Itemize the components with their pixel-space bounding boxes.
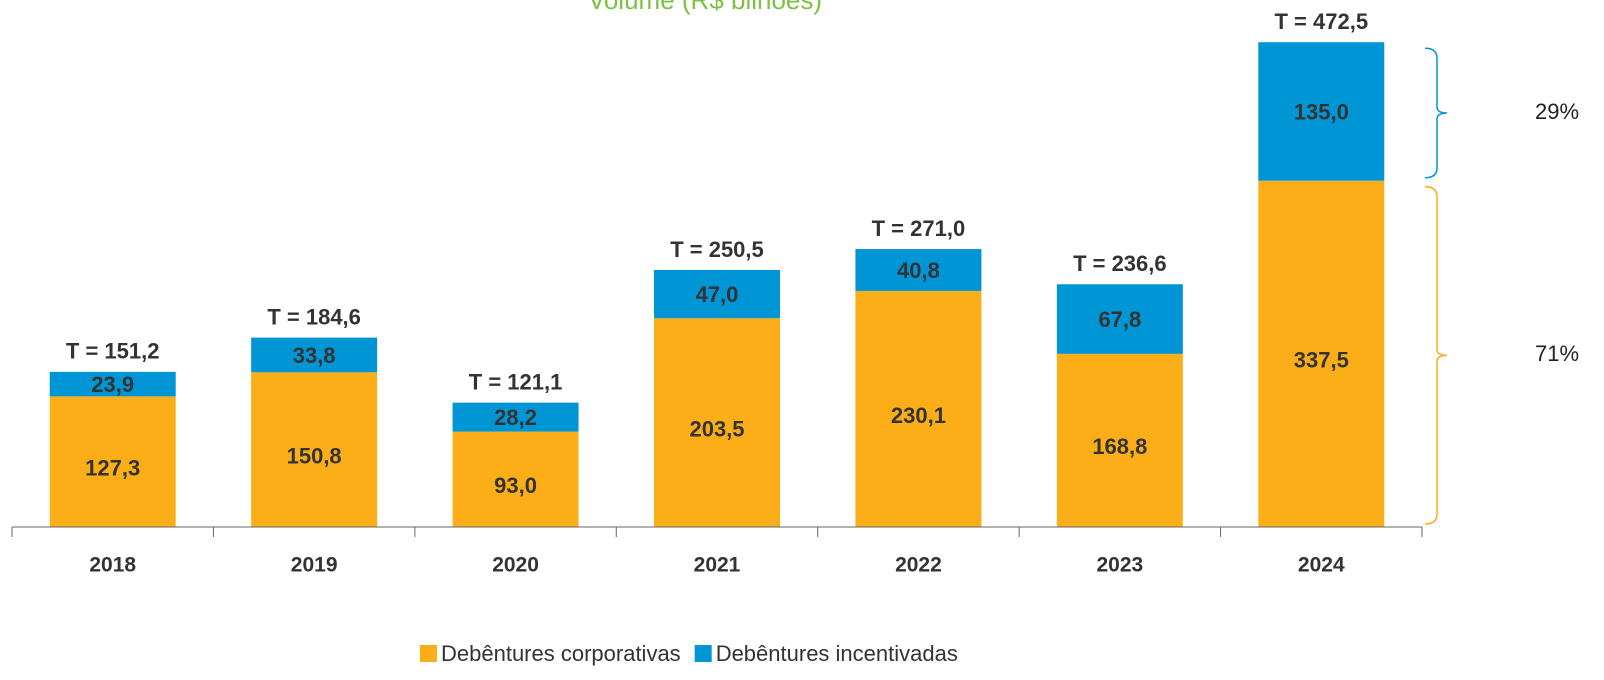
- total-label: T = 250,5: [670, 237, 764, 262]
- x-tick-label: 2022: [895, 554, 942, 577]
- value-label: 127,3: [85, 456, 140, 481]
- bar-segment: [654, 318, 780, 527]
- chart-title: Volume (R$ bilhões): [588, 0, 822, 15]
- value-label: 67,8: [1098, 307, 1141, 332]
- value-label: 150,8: [287, 443, 342, 468]
- total-label: T = 151,2: [66, 339, 160, 364]
- value-label: 28,2: [494, 405, 537, 430]
- x-tick-label: 2023: [1096, 554, 1143, 577]
- value-label: 203,5: [689, 416, 744, 441]
- legend-swatch: [420, 645, 437, 662]
- bar-segment: [1056, 284, 1183, 354]
- value-label: 168,8: [1092, 434, 1147, 459]
- total-label: T = 184,6: [267, 304, 361, 329]
- value-label: 23,9: [91, 372, 134, 397]
- bar-segment: [1056, 353, 1183, 527]
- value-label: 40,8: [897, 258, 940, 283]
- bar-segment: [452, 431, 579, 527]
- bar-segment: [251, 337, 378, 373]
- share-label: 71%: [1535, 341, 1579, 366]
- bar-segment: [251, 372, 378, 527]
- value-label: 33,8: [293, 343, 336, 368]
- x-tick-label: 2024: [1298, 554, 1345, 577]
- value-label: 135,0: [1294, 99, 1349, 124]
- bar-segment: [452, 402, 579, 432]
- total-label: T = 121,1: [469, 370, 563, 395]
- bar-segment: [49, 371, 176, 397]
- bar-segment: [855, 249, 982, 291]
- bracket: [1424, 47, 1448, 179]
- legend-label: Debêntures incentivadas: [716, 641, 958, 666]
- total-label: T = 472,5: [1274, 9, 1368, 34]
- value-label: 47,0: [696, 282, 739, 307]
- bar-segment: [1258, 180, 1385, 527]
- legend-label: Debêntures corporativas: [441, 641, 681, 666]
- share-label: 29%: [1535, 99, 1579, 124]
- value-label: 93,0: [494, 473, 537, 498]
- bracket: [1424, 185, 1448, 525]
- bar-segment: [855, 290, 982, 527]
- x-tick-label: 2019: [291, 554, 338, 577]
- value-label: 230,1: [891, 403, 946, 428]
- legend-swatch: [694, 645, 712, 662]
- x-tick-label: 2020: [492, 554, 539, 577]
- x-tick-label: 2021: [694, 554, 741, 577]
- bar-segment: [49, 396, 176, 527]
- value-label: 337,5: [1294, 348, 1349, 373]
- total-label: T = 236,6: [1073, 251, 1167, 276]
- bar-segment: [654, 269, 780, 319]
- total-label: T = 271,0: [872, 216, 966, 241]
- x-tick-label: 2018: [89, 554, 136, 577]
- bar-segment: [1258, 42, 1385, 181]
